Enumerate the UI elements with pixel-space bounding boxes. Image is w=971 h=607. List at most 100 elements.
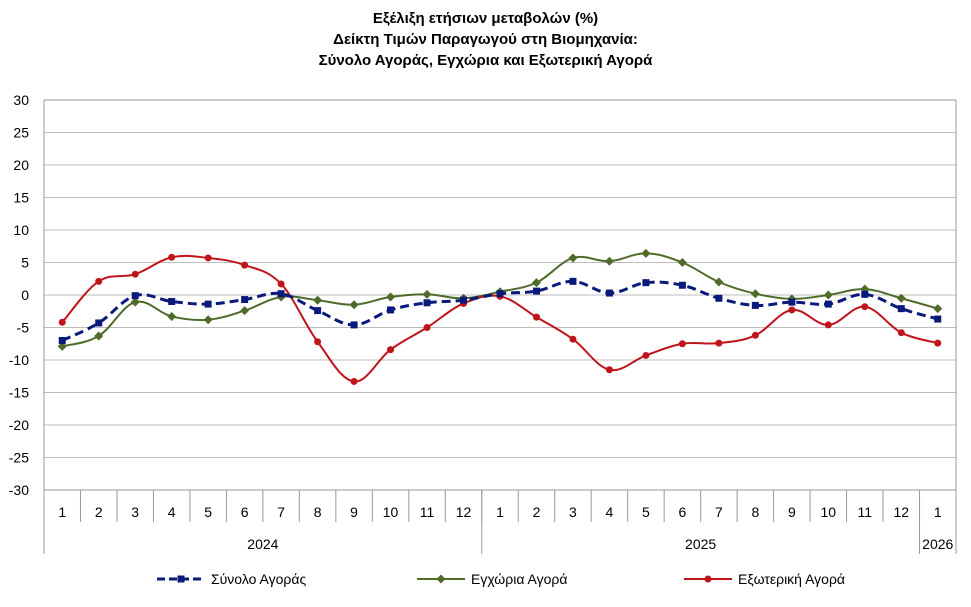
series-line <box>61 252 939 348</box>
data-point <box>569 277 577 285</box>
data-point <box>131 270 139 278</box>
data-point <box>532 287 540 295</box>
x-tick-label: 4 <box>606 504 614 520</box>
data-point <box>423 324 431 331</box>
data-point <box>277 290 285 298</box>
x-tick-label: 9 <box>350 504 358 520</box>
data-point <box>240 306 250 316</box>
legend-label: Εγχώρια Αγορά <box>471 571 568 587</box>
data-point <box>58 318 66 326</box>
data-point <box>604 256 614 266</box>
data-point <box>387 306 395 314</box>
data-point <box>677 258 687 267</box>
data-point <box>314 307 322 315</box>
data-point <box>933 304 943 314</box>
data-point <box>167 311 177 321</box>
data-point <box>532 313 540 321</box>
data-point <box>349 300 359 310</box>
data-point <box>605 366 613 374</box>
data-point <box>313 295 323 305</box>
data-point <box>422 289 432 299</box>
data-point <box>678 340 686 348</box>
data-point <box>131 292 139 300</box>
data-point <box>168 253 176 261</box>
y-tick-label: 20 <box>13 157 29 173</box>
legend-marker <box>436 574 446 584</box>
data-point <box>130 297 140 307</box>
x-tick-label: 7 <box>715 504 723 520</box>
data-point <box>386 292 396 302</box>
legend-item-external-market: Εξωτερική Αγορά <box>682 568 845 590</box>
data-point <box>241 296 249 304</box>
data-point <box>387 346 395 354</box>
year-label: 2025 <box>685 536 716 552</box>
legend-swatch-dashed-square <box>157 575 205 583</box>
data-point <box>460 296 468 304</box>
plot-area-border <box>43 99 957 491</box>
data-point <box>823 290 833 300</box>
data-point <box>824 321 832 329</box>
legend-item-total-market: Σύνολο Αγοράς <box>155 568 306 590</box>
x-tick-label: 8 <box>314 504 322 520</box>
legend-swatch-solid-circle <box>684 575 732 583</box>
x-tick-label: 9 <box>788 504 796 520</box>
data-point <box>861 290 869 298</box>
data-point <box>314 338 322 346</box>
data-point <box>934 315 942 323</box>
x-tick-label: 3 <box>569 504 577 520</box>
data-point <box>569 335 577 343</box>
legend-marker <box>704 575 712 583</box>
chart-title-line-1: Εξέλιξη ετήσιων μεταβολών (%) <box>372 10 599 27</box>
series-domestic-market <box>57 248 943 351</box>
x-tick-label: 10 <box>383 504 399 520</box>
data-point <box>204 300 212 308</box>
x-tick-label: 6 <box>679 504 687 520</box>
x-tick-label: 12 <box>893 504 909 520</box>
x-tick-label: 1 <box>496 504 504 520</box>
data-point <box>605 289 613 297</box>
x-tick-label: 12 <box>456 504 472 520</box>
series-total-market <box>58 277 942 344</box>
chart-title-line-3: Σύνολο Αγοράς, Εγχώρια και Εξωτερική Αγο… <box>318 52 653 69</box>
data-point <box>897 329 905 337</box>
data-point <box>350 321 358 329</box>
data-point <box>496 290 504 298</box>
y-tick-label: 10 <box>13 222 29 238</box>
x-tick-label: 8 <box>751 504 759 520</box>
x-tick-label: 3 <box>131 504 139 520</box>
year-label: 2024 <box>247 536 278 552</box>
data-point <box>751 331 759 339</box>
data-point <box>57 341 67 351</box>
chart-legend: Σύνολο Αγοράς Εγχώρια Αγορά Εξωτερική Αγ… <box>0 568 971 590</box>
x-tick-label: 6 <box>241 504 249 520</box>
data-point <box>678 281 686 289</box>
y-tick-label: -30 <box>9 482 29 498</box>
x-tick-label: 10 <box>821 504 837 520</box>
y-tick-label: -10 <box>9 352 29 368</box>
data-point <box>861 303 869 311</box>
year-label: 2026 <box>922 536 953 552</box>
data-point <box>94 331 104 341</box>
data-point <box>751 301 759 309</box>
data-point <box>642 279 650 287</box>
data-point <box>641 248 651 258</box>
data-point <box>203 315 213 325</box>
data-point <box>95 277 103 285</box>
y-tick-label: -15 <box>9 385 29 401</box>
data-point <box>241 261 249 269</box>
data-point <box>168 298 176 305</box>
x-tick-label: 1 <box>58 504 66 520</box>
y-tick-label: 5 <box>21 255 29 271</box>
data-point <box>642 351 650 359</box>
data-point <box>788 298 796 306</box>
chart-title-line-2: Δείκτη Τιμών Παραγωγού στη Βιομηχανία: <box>333 31 638 48</box>
data-point <box>896 293 906 303</box>
data-point <box>277 280 285 288</box>
data-point <box>788 306 796 314</box>
data-point <box>95 319 103 327</box>
data-point <box>350 377 358 385</box>
y-tick-label: 25 <box>13 125 29 141</box>
data-point <box>204 254 212 262</box>
x-tick-label: 5 <box>642 504 650 520</box>
